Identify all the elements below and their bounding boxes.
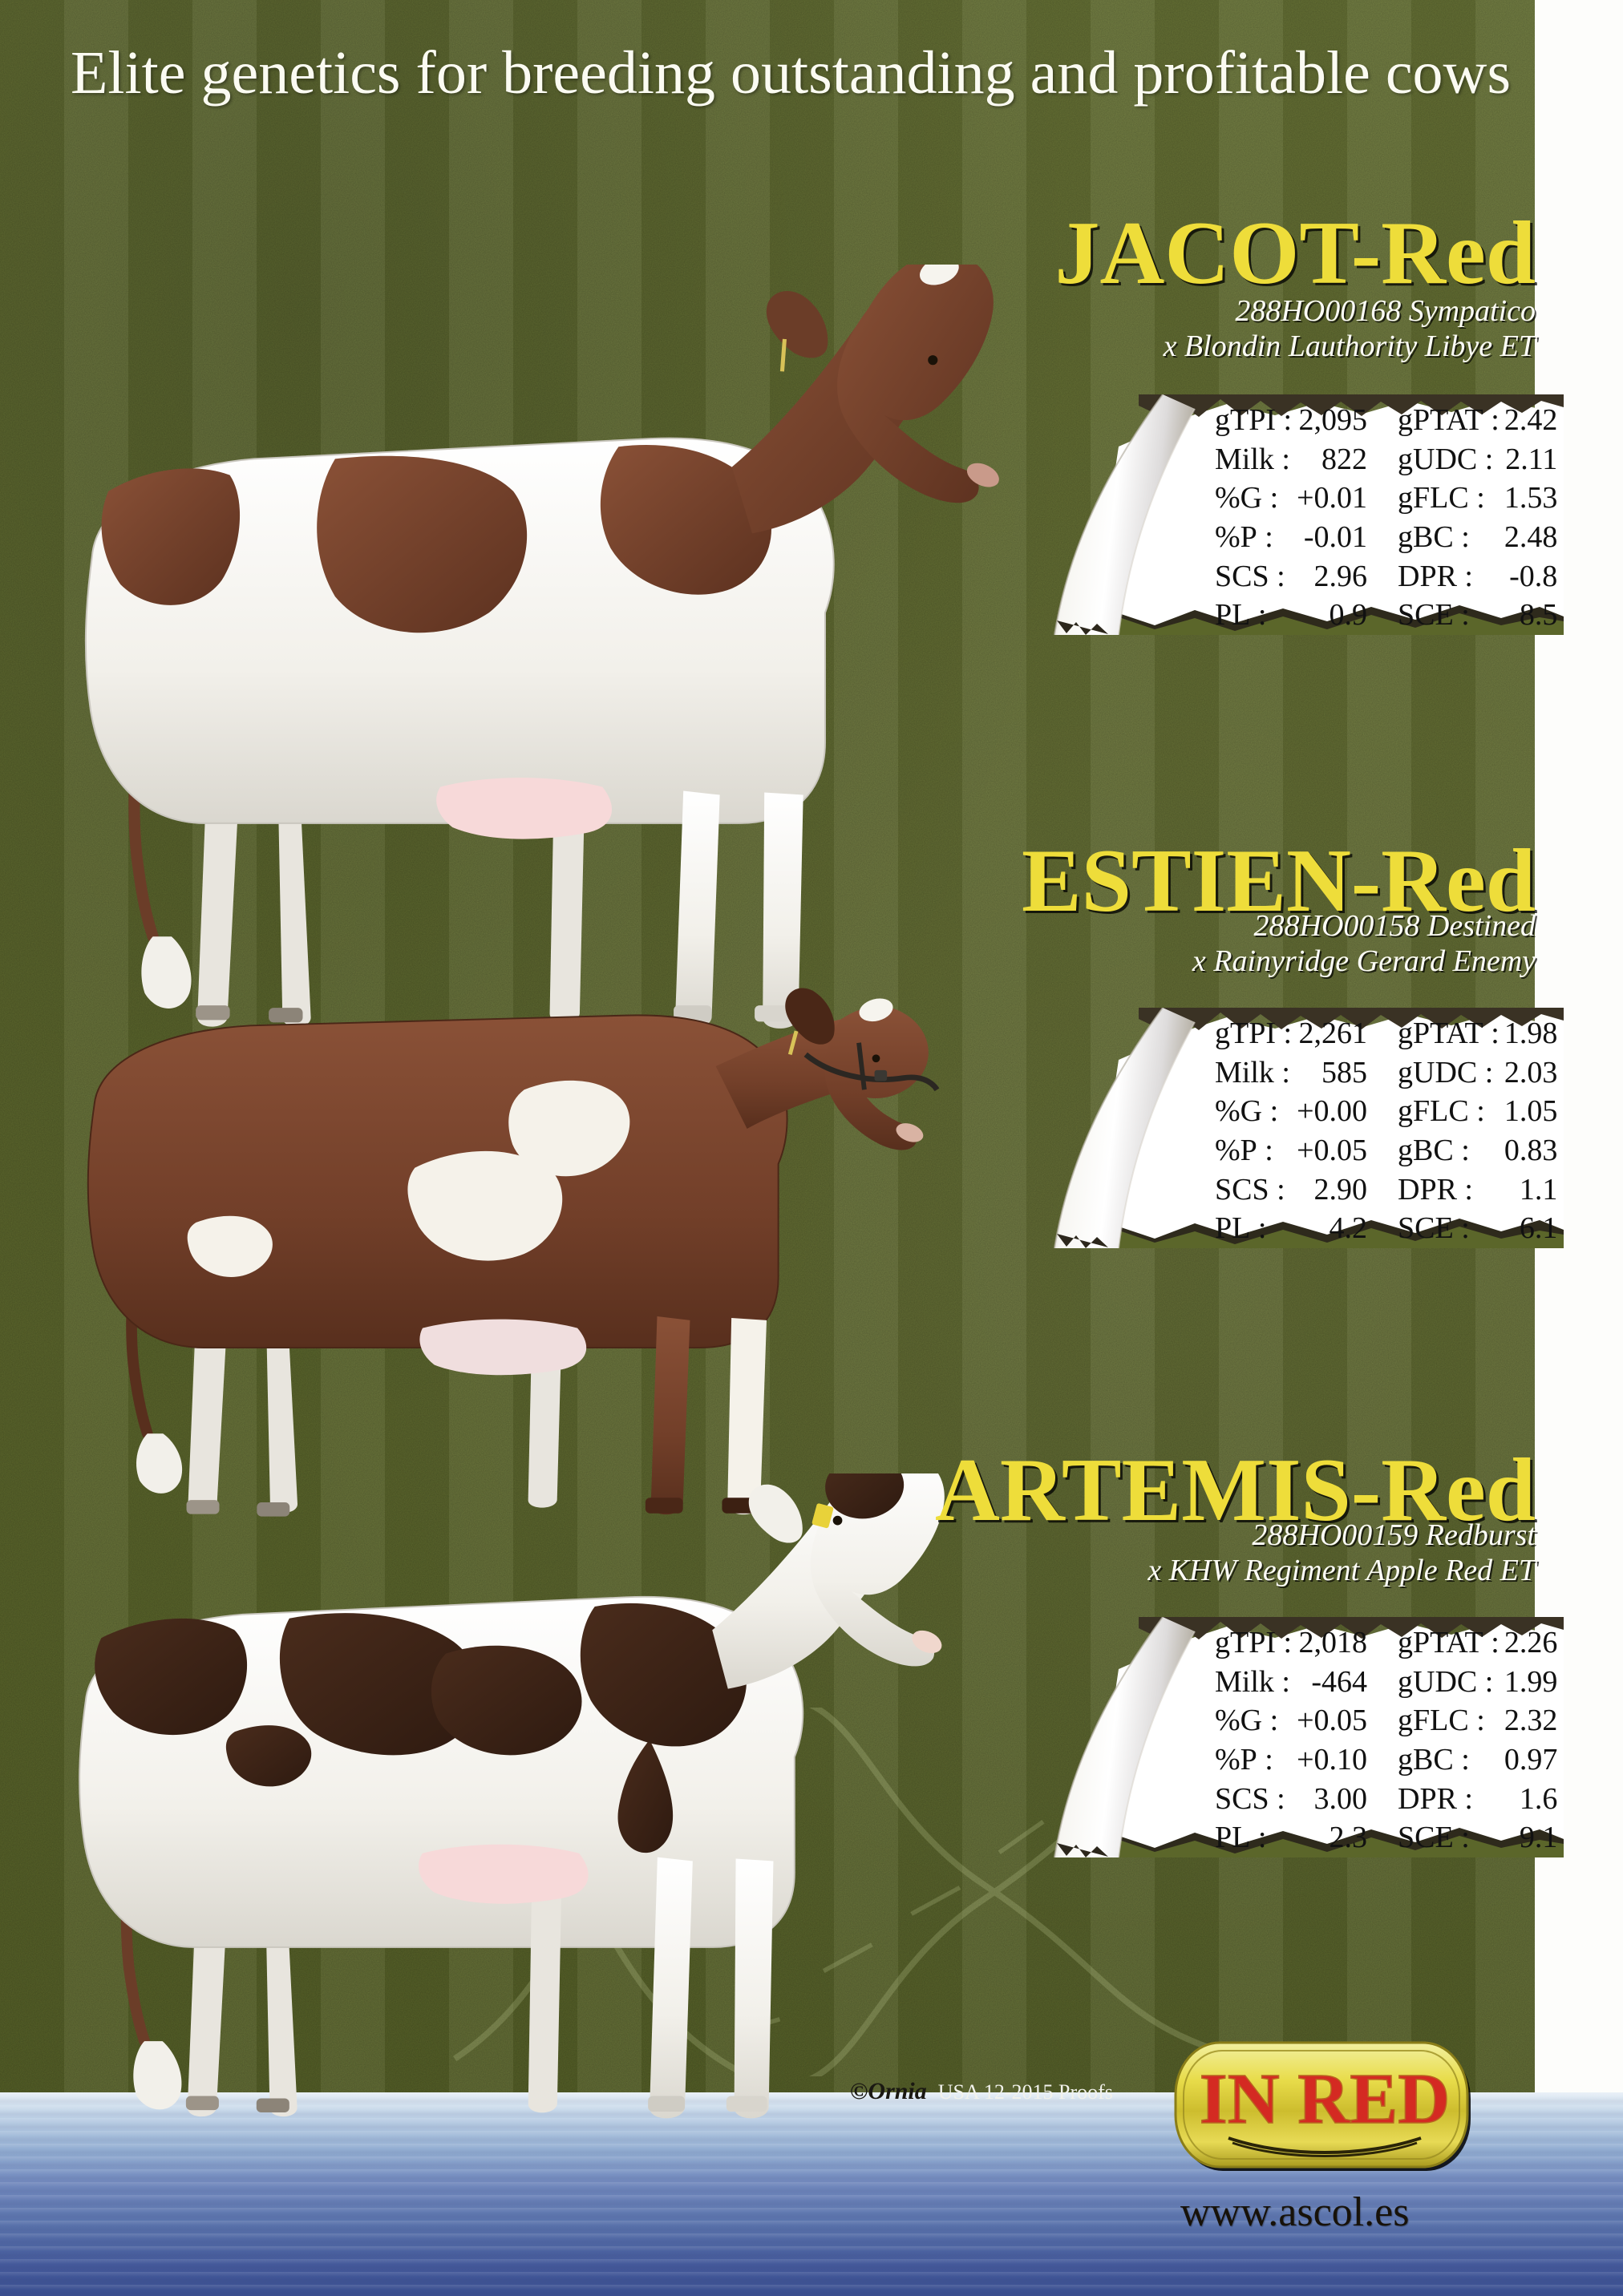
svg-text:IN RED: IN RED <box>1200 2060 1451 2139</box>
